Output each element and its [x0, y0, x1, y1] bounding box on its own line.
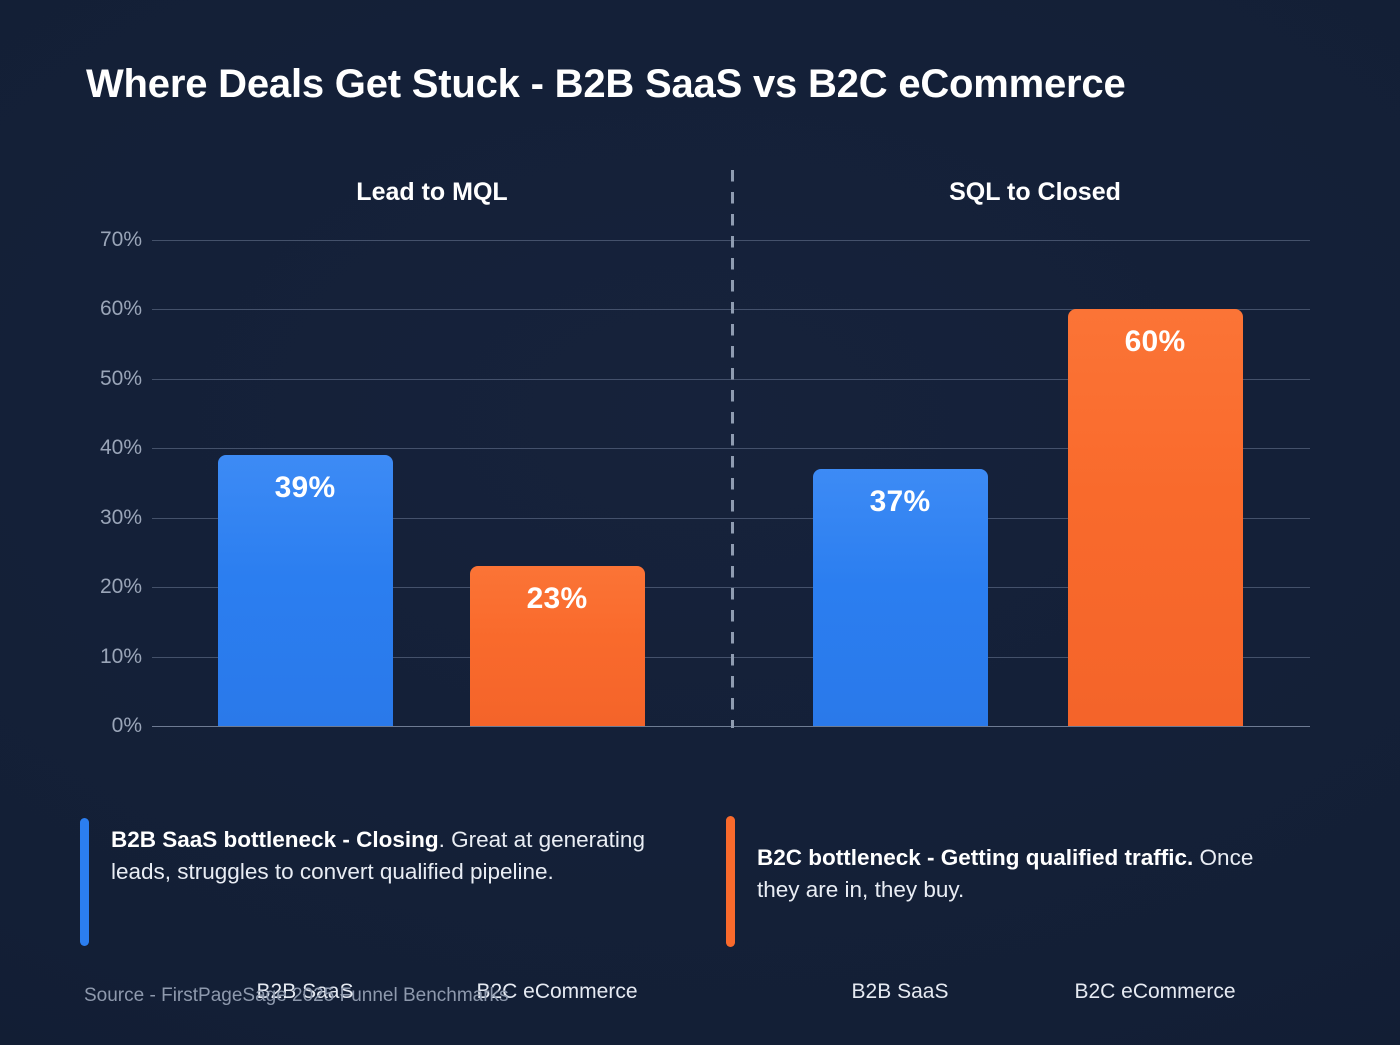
- page-title: Where Deals Get Stuck - B2B SaaS vs B2C …: [86, 62, 1126, 106]
- y-axis-tick-label: 30%: [99, 505, 142, 529]
- group-header-lead-to-mql: Lead to MQL: [356, 178, 508, 206]
- x-axis-tick-label: B2C eCommerce: [476, 980, 638, 1003]
- x-axis-tick-label: B2B SaaS: [256, 980, 354, 1003]
- annotation-text-b2b-saas: B2B SaaS bottleneck - Closing. Great at …: [111, 818, 680, 888]
- bar-value-label: 37%: [869, 485, 931, 519]
- annotation-rest-b2c-ecommerce: Once they are in, they buy.: [757, 845, 1254, 903]
- x-axis-tick-label: B2C eCommerce: [1074, 980, 1236, 1003]
- bar-value-label: 39%: [274, 471, 336, 505]
- x-axis-tick-label: B2B SaaS: [851, 980, 949, 1003]
- annotation-b2c-ecommerce: B2C bottleneck - Getting qualified traff…: [726, 816, 1296, 947]
- y-axis-tick-label: 70%: [99, 228, 142, 251]
- legend-color-swatch-blue: [80, 818, 89, 946]
- annotation-bold-b2b-saas: B2B SaaS bottleneck - Closing: [111, 827, 439, 852]
- y-axis-tick-label: 0%: [111, 714, 142, 737]
- bar-value-label: 60%: [1124, 325, 1186, 359]
- annotation-text-b2c-ecommerce: B2C bottleneck - Getting qualified traff…: [757, 816, 1296, 906]
- y-axis-tick-label: 50%: [99, 366, 142, 390]
- y-axis-tick-label: 10%: [99, 644, 142, 668]
- group-header-sql-to-closed: SQL to Closed: [949, 178, 1121, 206]
- y-axis-tick-label: 40%: [99, 436, 142, 460]
- bar-b2c-ecommerce-group0[interactable]: 23%: [469, 566, 645, 726]
- annotation-rest-b2b-saas: . Great at generating leads, struggles t…: [111, 827, 645, 885]
- annotation-bold-b2c-ecommerce: B2C bottleneck - Getting qualified traff…: [757, 845, 1194, 870]
- bar-b2c-ecommerce-group1[interactable]: 60%: [1067, 309, 1243, 726]
- y-axis-tick-label: 20%: [99, 575, 142, 599]
- annotation-b2b-saas: B2B SaaS bottleneck - Closing. Great at …: [80, 818, 680, 946]
- bar-b2b-saas-group0[interactable]: 39%: [217, 455, 393, 726]
- bar-b2b-saas-group1[interactable]: 37%: [812, 469, 988, 726]
- group-divider-dashed-line: [731, 170, 734, 728]
- bar-value-label: 23%: [526, 582, 588, 616]
- legend-color-swatch-orange: [726, 816, 735, 947]
- source-attribution: Source - FirstPageSage 2025 Funnel Bench…: [84, 985, 509, 1006]
- y-axis-tick-label: 60%: [99, 297, 142, 321]
- plot-area: 70% 60% 50% 40% 30% 20% 10% 0% 39% 23% 37% 60% B2B…: [100, 228, 1310, 1003]
